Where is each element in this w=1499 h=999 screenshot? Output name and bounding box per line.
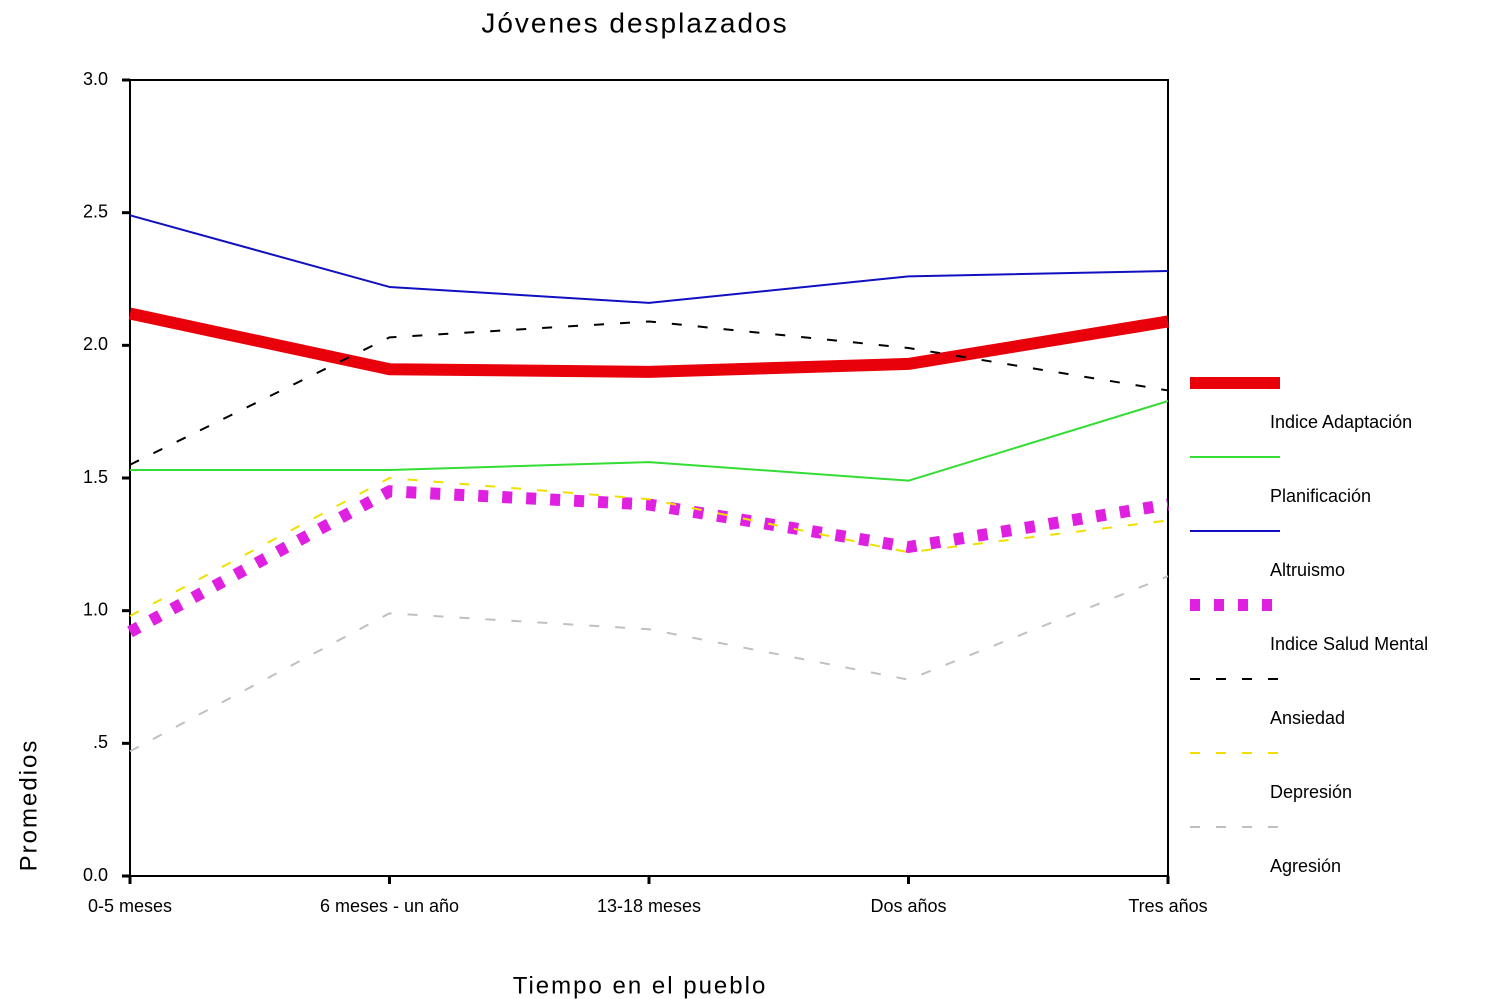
y-tick-label: 1.0 xyxy=(83,599,108,619)
series-line xyxy=(128,307,1169,378)
legend-label: Ansiedad xyxy=(1270,708,1345,728)
x-tick-label: 6 meses - un año xyxy=(320,896,459,916)
y-tick-label: 2.0 xyxy=(83,334,108,354)
series-line xyxy=(129,214,1169,304)
x-tick-label: 13-18 meses xyxy=(597,896,701,916)
y-tick-label: 2.5 xyxy=(83,201,108,221)
y-tick-label: 0.0 xyxy=(83,865,108,885)
x-tick-label: Tres años xyxy=(1128,896,1207,916)
y-tick-label: 1.5 xyxy=(83,467,108,487)
legend-label: Planificación xyxy=(1270,486,1371,506)
y-tick-label: .5 xyxy=(93,732,108,752)
series-line xyxy=(129,477,1169,617)
y-axis-title: Promedios xyxy=(15,739,42,872)
chart-title: Jóvenes desplazados xyxy=(481,7,788,38)
series-line xyxy=(129,575,1169,753)
plot-frame xyxy=(129,79,1169,877)
legend-label: Altruismo xyxy=(1270,560,1345,580)
series-line xyxy=(127,485,1169,638)
x-tick-label: Dos años xyxy=(870,896,946,916)
legend-label: Indice Adaptación xyxy=(1270,412,1412,432)
series-line xyxy=(130,400,1169,482)
legend-label: Indice Salud Mental xyxy=(1270,634,1428,654)
y-tick-label: 3.0 xyxy=(83,69,108,89)
x-axis-title: Tiempo en el pueblo xyxy=(513,972,768,999)
legend-label: Agresión xyxy=(1270,856,1341,876)
series-line xyxy=(129,320,1169,466)
x-tick-label: 0-5 meses xyxy=(88,896,172,916)
legend-label: Depresión xyxy=(1270,782,1352,802)
